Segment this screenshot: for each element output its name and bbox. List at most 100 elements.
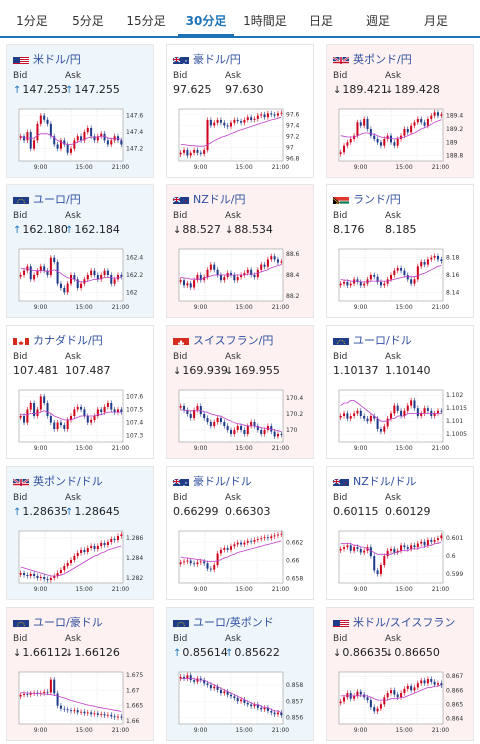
rate-card[interactable]: スイスフラン/円 Bid Ask ↓169.939 ↓169.955 170.4 170.2…	[166, 325, 314, 459]
candle-body	[113, 539, 116, 540]
tab-5[interactable]: 1時間足	[243, 14, 287, 28]
candle-body	[369, 275, 372, 280]
rate-card[interactable]: NZドル/円 Bid Ask ↓88.527 ↓88.534 88.6 88.4 88.2 9:…	[166, 184, 314, 318]
candle-body	[213, 565, 216, 570]
mini-chart[interactable]: 162.4 162.2 162 9:00 15:00 21:00	[15, 243, 155, 313]
candle-body	[366, 697, 369, 701]
candle-body	[113, 716, 116, 718]
flag-us-icon	[333, 616, 349, 627]
candle-body	[73, 275, 76, 280]
currency-pair-link[interactable]: ユーロ/円	[33, 193, 81, 206]
mini-chart[interactable]: 147.6 147.4 147.2 9:00 15:00 21:00	[15, 103, 155, 173]
tab-8[interactable]: 月足	[423, 14, 448, 28]
y-tick-label: 0.658	[286, 576, 303, 583]
currency-pair-link[interactable]: 豪ドル/円	[193, 53, 241, 66]
mini-chart[interactable]: 0.858 0.857 0.856 9:00 15:00 21:00	[175, 666, 315, 736]
currency-pair-link[interactable]: 豪ドル/ドル	[193, 475, 252, 488]
currency-pair-link[interactable]: 米ドル/スイスフラン	[353, 616, 456, 629]
x-tick-label: 9:00	[194, 445, 208, 452]
mini-chart[interactable]: 170.4 170.2 170 9:00 15:00 21:00	[175, 384, 315, 454]
mini-chart[interactable]: 189.4 189.2 189 188.8 9:00 15:00 21:00	[335, 103, 475, 173]
candle-body	[179, 562, 182, 564]
x-tick-label: 21:00	[112, 164, 129, 171]
candle-body	[116, 536, 119, 540]
rate-card[interactable]: カナダドル/円 Bid Ask 107.481 107.487 107.6 107.5 107…	[6, 325, 154, 459]
currency-pair-link[interactable]: NZドル/ドル	[353, 475, 417, 488]
candle-body	[66, 709, 69, 711]
bid-price: 0.66299	[173, 505, 219, 518]
rate-card[interactable]: 米ドル/スイスフラン Bid Ask ↓0.86635 ↓0.86650 0.867 0.8…	[326, 607, 474, 741]
currency-pair-link[interactable]: ランド/円	[353, 193, 401, 206]
currency-pair-link[interactable]: スイスフラン/円	[193, 334, 274, 347]
currency-pair-link[interactable]: カナダドル/円	[33, 334, 103, 347]
ask-value: 8.185	[385, 223, 417, 236]
candle-body	[53, 257, 56, 262]
mini-chart[interactable]: 107.6 107.5 107.4 107.3 9:00 15:00 21:00	[15, 384, 155, 454]
candle-body	[206, 563, 209, 569]
mini-chart[interactable]: 1.102 1.1015 1.101 1.1005 9:00 15:00 21:00	[335, 384, 475, 454]
y-tick-label: 97	[286, 144, 294, 151]
currency-pair-link[interactable]: 英ポンド/ドル	[33, 475, 103, 488]
candle-body	[393, 270, 396, 275]
currency-pair-link[interactable]: ユーロ/ドル	[353, 334, 412, 347]
rate-card[interactable]: 豪ドル/円 Bid Ask 97.625 97.630 97.6 97.4 97.2 97 96.…	[166, 44, 314, 178]
ask-label: Ask	[65, 71, 82, 81]
rate-card[interactable]: 豪ドル/ドル Bid Ask 0.66299 0.66303 0.662 0.66 0.658…	[166, 466, 314, 600]
rate-card[interactable]: ユーロ/豪ドル Bid Ask ↓1.66112 ↓1.66126 1.675 1.67 1.…	[6, 607, 154, 741]
mini-chart[interactable]: 88.6 88.4 88.2 9:00 15:00 21:00	[175, 243, 315, 313]
arrow-up-icon: ↑	[173, 648, 182, 659]
candle-body	[383, 426, 386, 432]
candle-body	[243, 119, 246, 123]
mini-chart[interactable]: 1.286 1.284 1.282 9:00 15:00 21:00	[15, 525, 155, 595]
ask-value: ↓169.955	[225, 364, 280, 377]
rate-card[interactable]: NZドル/ドル Bid Ask 0.60115 0.60129 0.601 0.6 0.599…	[326, 466, 474, 600]
candle-body	[260, 430, 263, 434]
candle-body	[266, 113, 269, 118]
currency-pair-link[interactable]: ユーロ/英ポンド	[193, 616, 274, 629]
candle-body	[436, 683, 439, 685]
x-tick-label: 9:00	[34, 445, 48, 452]
candlestick-chart: 1.102 1.1015 1.101 1.1005 9:00 15:00 21:00	[338, 389, 467, 452]
bid-label: Bid	[13, 71, 28, 81]
mini-chart[interactable]: 1.675 1.67 1.665 1.66 9:00 15:00 21:00	[15, 666, 155, 736]
candle-body	[193, 410, 196, 418]
candle-body	[203, 150, 206, 154]
candle-body	[376, 570, 379, 575]
tab-1[interactable]: 1分足	[16, 14, 48, 28]
candle-body	[86, 275, 89, 280]
bid-value: ↓0.86635	[333, 646, 388, 659]
tab-6[interactable]: 日足	[308, 14, 333, 28]
mini-chart[interactable]: 97.6 97.4 97.2 97 96.8 9:00 15:00 21:00	[175, 103, 315, 173]
ask-price: 1.28645	[74, 505, 120, 518]
rate-card[interactable]: ユーロ/英ポンド Bid Ask ↑0.85614 ↑0.85622 0.858 0.857…	[166, 607, 314, 741]
rate-card[interactable]: ユーロ/ドル Bid Ask 1.10137 1.10140 1.102 1.1015 1.1…	[326, 325, 474, 459]
rate-card[interactable]: 英ポンド/円 Bid Ask ↓189.421 ↓189.428 189.4 189.2 18…	[326, 44, 474, 178]
rate-card[interactable]: 英ポンド/ドル Bid Ask ↑1.28635 ↑1.28645 1.286 1.284 1…	[6, 466, 154, 600]
tab-7[interactable]: 週足	[365, 14, 390, 28]
tab-2[interactable]: 5分足	[72, 14, 104, 28]
tab-3[interactable]: 15分足	[126, 14, 166, 28]
candle-body	[433, 539, 436, 542]
ask-value: ↓189.428	[385, 83, 440, 96]
candle-body	[400, 545, 403, 551]
rate-card[interactable]: ランド/円 Bid Ask 8.176 8.185 8.18 8.16 8.14 9:00 15:…	[326, 184, 474, 318]
mini-chart[interactable]: 0.601 0.6 0.599 9:00 15:00 21:00	[335, 525, 475, 595]
candle-body	[396, 405, 399, 411]
currency-pair-link[interactable]: ユーロ/豪ドル	[33, 616, 103, 629]
y-tick-label: 162.4	[126, 255, 143, 262]
rate-card[interactable]: ユーロ/円 Bid Ask ↑162.180 ↑162.184 162.4 162.2 162…	[6, 184, 154, 318]
x-tick-label: 9:00	[194, 304, 208, 311]
candle-body	[413, 545, 416, 548]
candle-body	[343, 145, 346, 153]
candle-body	[440, 683, 443, 686]
mini-chart[interactable]: 0.867 0.866 0.865 0.864 9:00 15:00 21:00	[335, 666, 475, 736]
currency-pair-link[interactable]: 米ドル/円	[33, 53, 81, 66]
rate-card[interactable]: 米ドル/円 Bid Ask ↑147.253 ↑147.255 147.6 147.4 147…	[6, 44, 154, 178]
bid-price: 107.481	[13, 364, 59, 377]
mini-chart[interactable]: 8.18 8.16 8.14 9:00 15:00 21:00	[335, 243, 475, 313]
currency-pair-link[interactable]: 英ポンド/円	[353, 53, 412, 66]
candlestick-chart: 107.6 107.5 107.4 107.3 9:00 15:00 21:00	[18, 389, 143, 452]
currency-pair-link[interactable]: NZドル/円	[193, 193, 246, 206]
mini-chart[interactable]: 0.662 0.66 0.658 9:00 15:00 21:00	[175, 525, 315, 595]
tab-4[interactable]: 30分足	[176, 0, 236, 38]
